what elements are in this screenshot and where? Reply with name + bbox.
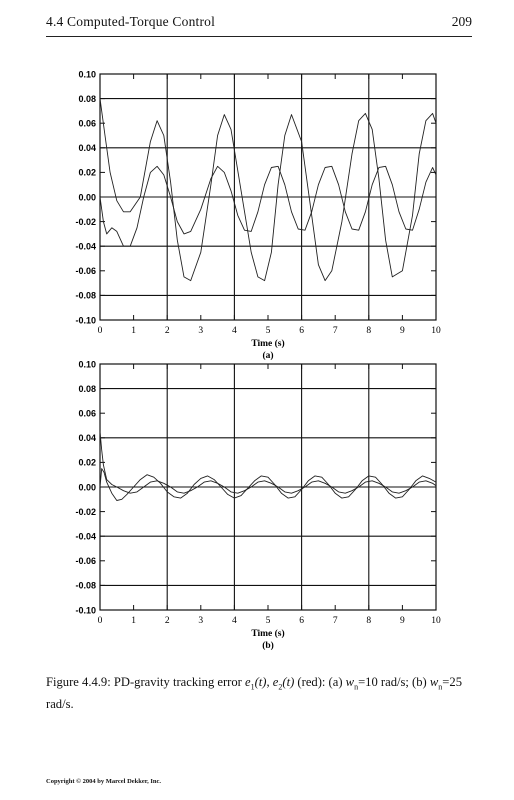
x-tick-label: 4 bbox=[232, 616, 237, 626]
y-tick-label: -0.10 bbox=[75, 315, 96, 325]
y-tick-label: 0.04 bbox=[78, 143, 96, 153]
x-tick-label: 6 bbox=[299, 326, 304, 336]
y-tick-label: 0.00 bbox=[78, 482, 96, 492]
y-tick-label: 0.02 bbox=[78, 458, 96, 468]
y-tick-label: -0.08 bbox=[75, 581, 96, 591]
panel-label: (a) bbox=[262, 350, 273, 361]
caption-e2-arg: (t) bbox=[282, 675, 295, 689]
x-tick-label: 10 bbox=[431, 326, 441, 336]
x-axis-label: Time (s) bbox=[251, 338, 284, 349]
y-tick-label: -0.04 bbox=[75, 242, 96, 252]
x-tick-label: 0 bbox=[98, 326, 103, 336]
y-tick-label: -0.06 bbox=[75, 556, 96, 566]
caption-e1-arg: (t) bbox=[254, 675, 267, 689]
caption-wn-b-sub: n bbox=[438, 682, 443, 692]
series-line-2 bbox=[99, 165, 437, 247]
x-tick-label: 6 bbox=[299, 616, 304, 626]
series-line-2 bbox=[99, 468, 437, 501]
x-tick-label: 1 bbox=[131, 616, 136, 626]
caption-wn-b: w bbox=[429, 675, 439, 689]
y-tick-label: -0.08 bbox=[75, 291, 96, 301]
y-tick-label: 0.10 bbox=[78, 359, 96, 369]
y-tick-label: 0.10 bbox=[78, 69, 96, 79]
x-tick-label: 1 bbox=[131, 326, 136, 336]
y-tick-label: -0.04 bbox=[75, 532, 96, 542]
x-tick-label: 2 bbox=[165, 616, 170, 626]
caption-e1-sub: 1 bbox=[250, 682, 255, 692]
caption-red-note: (red): (a) bbox=[294, 675, 346, 689]
y-tick-label: 0.06 bbox=[78, 409, 96, 419]
caption-wn-a-val: =10 rad/s; (b) bbox=[358, 675, 430, 689]
x-tick-label: 3 bbox=[198, 326, 203, 336]
x-tick-label: 5 bbox=[266, 616, 271, 626]
x-tick-label: 3 bbox=[198, 616, 203, 626]
y-tick-label: 0.08 bbox=[78, 384, 96, 394]
series-line-1 bbox=[99, 98, 437, 282]
caption-wn-a-sub: n bbox=[354, 682, 359, 692]
header-rule bbox=[46, 36, 472, 37]
page-number: 209 bbox=[451, 14, 472, 29]
caption-sep: , bbox=[266, 675, 273, 689]
x-axis-label: Time (s) bbox=[251, 628, 284, 639]
x-tick-label: 7 bbox=[333, 326, 338, 336]
caption-e2: e bbox=[272, 675, 279, 689]
x-tick-label: 7 bbox=[333, 616, 338, 626]
x-tick-label: 9 bbox=[400, 326, 405, 336]
y-tick-label: 0.02 bbox=[78, 168, 96, 178]
figure-caption: Figure 4.4.9: PD-gravity tracking error … bbox=[46, 674, 472, 713]
x-tick-label: 8 bbox=[366, 326, 371, 336]
plot-b: 0 1 2 3 4 5 6 7 8 9 10 0.10 0.08 0.06 0.04 0.02 0.00 -0.0… bbox=[75, 359, 441, 651]
plot-a: 0 1 2 3 4 5 6 7 8 9 10 0.10 0.08 0.06 0.04 0.02 0.00 -0.0… bbox=[75, 69, 441, 361]
caption-e2-sub: 2 bbox=[278, 682, 283, 692]
caption-label: Figure 4.4.9: PD-gravity tracking error bbox=[46, 675, 242, 689]
panel-label: (b) bbox=[262, 640, 274, 651]
x-tick-label: 0 bbox=[98, 616, 103, 626]
y-tick-label: 0.06 bbox=[78, 119, 96, 129]
y-tick-label: 0.04 bbox=[78, 433, 96, 443]
caption-wn-b-val: =25 rad/s. bbox=[46, 675, 462, 711]
y-tick-label: -0.06 bbox=[75, 266, 96, 276]
caption-e1: e bbox=[245, 675, 251, 689]
x-tick-label: 8 bbox=[366, 616, 371, 626]
copyright-footer: Copyright © 2004 by Marcel Dekker, Inc. bbox=[46, 778, 161, 785]
series-line-1 bbox=[99, 431, 437, 494]
y-tick-label: -0.02 bbox=[75, 507, 96, 517]
y-tick-label: -0.02 bbox=[75, 217, 96, 227]
caption-wn-a: w bbox=[345, 675, 355, 689]
x-tick-label: 10 bbox=[431, 616, 441, 626]
running-head: 4.4 Computed-Torque Control 209 bbox=[46, 14, 472, 36]
y-tick-label: 0.08 bbox=[78, 94, 96, 104]
y-tick-label: 0.00 bbox=[78, 192, 96, 202]
x-tick-label: 2 bbox=[165, 326, 170, 336]
section-title: 4.4 Computed-Torque Control bbox=[46, 14, 216, 29]
y-tick-label: -0.10 bbox=[75, 605, 96, 615]
x-tick-label: 5 bbox=[266, 326, 271, 336]
x-tick-label: 9 bbox=[400, 616, 405, 626]
x-tick-label: 4 bbox=[232, 326, 237, 336]
